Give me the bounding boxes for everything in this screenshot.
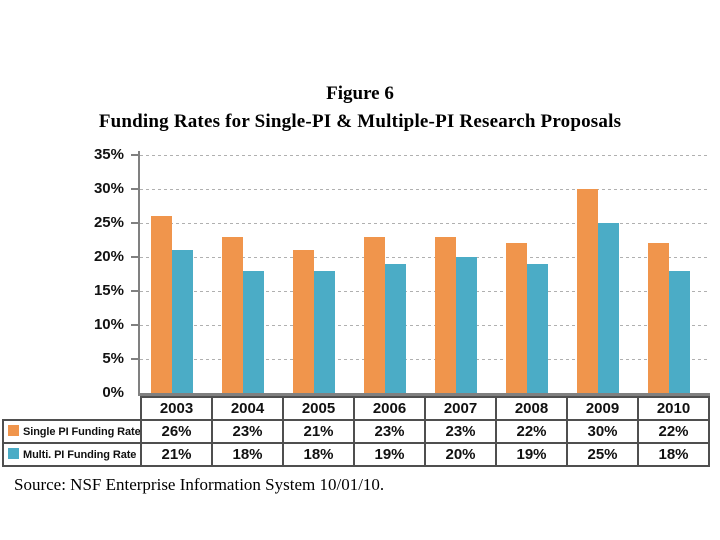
y-axis-tick-label: 25% xyxy=(93,214,124,231)
year-cell: 2010 xyxy=(637,396,710,421)
multi-pi-legend-swatch-icon xyxy=(8,448,19,459)
y-axis-tick xyxy=(131,290,140,292)
value-cell: 26% xyxy=(140,419,213,444)
bar-group xyxy=(637,155,708,393)
bar-group xyxy=(140,155,211,393)
value-cell: 23% xyxy=(353,419,426,444)
table-year-row: 2003 2004 2005 2006 2007 2008 2009 2010 xyxy=(3,396,710,421)
bar-group xyxy=(566,155,637,393)
data-table: 2003 2004 2005 2006 2007 2008 2009 2010 Single P… xyxy=(2,396,710,467)
legend-label: Single PI Funding Rate xyxy=(23,426,141,438)
year-cell: 2009 xyxy=(566,396,639,421)
value-cell: 18% xyxy=(637,442,710,467)
source-note: Source: NSF Enterprise Information Syste… xyxy=(14,475,385,494)
bar-single-pi xyxy=(151,216,172,393)
value-cell: 20% xyxy=(424,442,497,467)
bar-single-pi xyxy=(648,243,669,393)
value-cell: 21% xyxy=(282,419,355,444)
y-axis-tick xyxy=(131,154,140,156)
legend-label: Multi. PI Funding Rate xyxy=(23,449,137,461)
bar-group xyxy=(282,155,353,393)
value-cell: 19% xyxy=(495,442,568,467)
bar-group xyxy=(495,155,566,393)
bar-group xyxy=(424,155,495,393)
legend-cell: Multi. PI Funding Rate xyxy=(2,442,142,467)
year-cell: 2005 xyxy=(282,396,355,421)
bar-group xyxy=(353,155,424,393)
year-cell: 2003 xyxy=(140,396,213,421)
year-cell: 2004 xyxy=(211,396,284,421)
legend-cell: Single PI Funding Rate xyxy=(2,419,142,444)
table-series-row: Multi. PI Funding Rate 21% 18% 18% 19% 20% 19%… xyxy=(2,442,710,467)
gridline xyxy=(140,257,708,258)
figure-titles: Figure 6 Funding Rates for Single-PI & M… xyxy=(10,80,710,136)
bar-single-pi xyxy=(222,236,243,393)
value-cell: 25% xyxy=(566,442,639,467)
y-axis-tick-label: 5% xyxy=(102,350,124,367)
single-pi-legend-swatch-icon xyxy=(8,425,19,436)
y-axis-line xyxy=(138,151,140,396)
bar-group xyxy=(211,155,282,393)
value-cell: 30% xyxy=(566,419,639,444)
value-cell: 18% xyxy=(211,442,284,467)
gridline xyxy=(140,325,708,326)
y-axis-tick-label: 15% xyxy=(93,282,124,299)
y-axis-tick-label: 10% xyxy=(93,316,124,333)
gridline xyxy=(140,359,708,360)
plot-area xyxy=(140,155,708,393)
figure-title: Funding Rates for Single-PI & Multiple-P… xyxy=(98,111,622,132)
y-axis-tick xyxy=(131,222,140,224)
bar-single-pi xyxy=(506,243,527,393)
y-axis-tick xyxy=(131,188,140,190)
bar-single-pi xyxy=(293,250,314,393)
bar-multi-pi xyxy=(314,270,335,393)
y-axis-tick-label: 30% xyxy=(93,180,124,197)
bar-single-pi xyxy=(577,189,598,393)
x-axis-line xyxy=(138,393,710,396)
value-cell: 21% xyxy=(140,442,213,467)
value-cell: 19% xyxy=(353,442,426,467)
bar-multi-pi xyxy=(669,270,690,393)
figure-label: Figure 6 xyxy=(326,83,394,104)
value-cell: 23% xyxy=(211,419,284,444)
y-axis-tick-label: 0% xyxy=(102,384,124,401)
bar-single-pi xyxy=(364,236,385,393)
value-cell: 23% xyxy=(424,419,497,444)
table-series-row: Single PI Funding Rate 26% 23% 21% 23% 23% 22%… xyxy=(2,419,710,444)
value-cell: 18% xyxy=(282,442,355,467)
gridline xyxy=(140,223,708,224)
y-axis-tick xyxy=(131,256,140,258)
value-cell: 22% xyxy=(495,419,568,444)
y-axis-tick-label: 35% xyxy=(93,146,124,163)
bar-multi-pi xyxy=(172,250,193,393)
y-axis-tick xyxy=(131,358,140,360)
bar-single-pi xyxy=(435,236,456,393)
year-cell: 2007 xyxy=(424,396,497,421)
y-axis-tick xyxy=(131,324,140,326)
bar-multi-pi xyxy=(456,257,477,393)
bar-multi-pi xyxy=(527,263,548,393)
bar-multi-pi xyxy=(385,263,406,393)
bar-multi-pi xyxy=(598,223,619,393)
year-cell: 2008 xyxy=(495,396,568,421)
y-axis-tick-label: 20% xyxy=(93,248,124,265)
bar-multi-pi xyxy=(243,270,264,393)
gridline xyxy=(140,291,708,292)
year-cell: 2006 xyxy=(353,396,426,421)
value-cell: 22% xyxy=(637,419,710,444)
gridline xyxy=(140,189,708,190)
gridline xyxy=(140,155,708,156)
